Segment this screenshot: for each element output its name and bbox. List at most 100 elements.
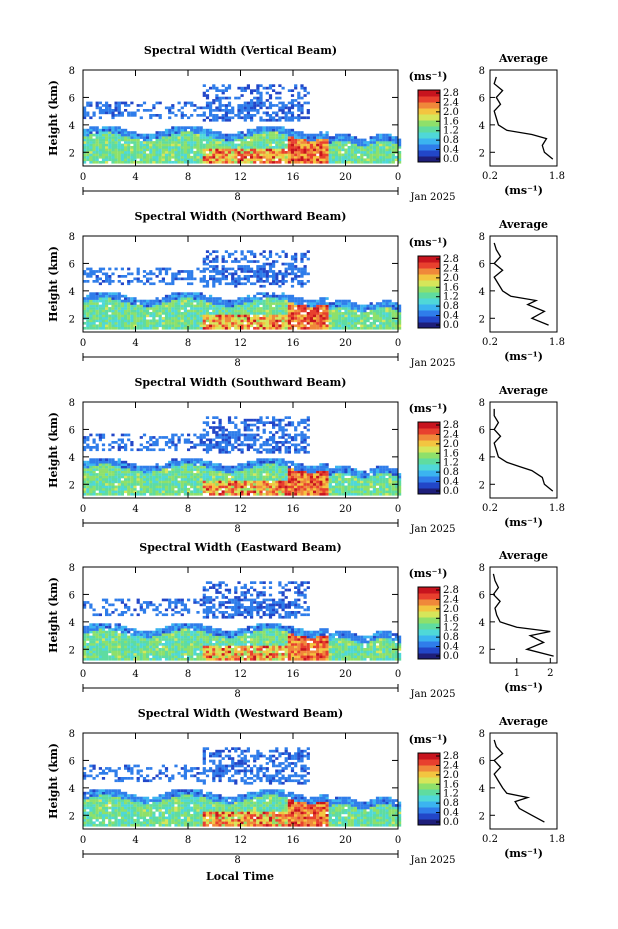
average-x-label: (ms⁻¹) bbox=[504, 847, 543, 860]
colorbar-swatch bbox=[418, 268, 440, 275]
colorbar-swatch bbox=[418, 114, 440, 121]
colorbar-swatch bbox=[418, 777, 440, 784]
y-axis-label: Height (km) bbox=[47, 412, 60, 488]
x-tick-label: 20 bbox=[339, 504, 352, 515]
y-tick-label: 6 bbox=[69, 590, 75, 601]
colorbar-tick-label: 0.0 bbox=[443, 154, 459, 165]
colorbar-frame bbox=[417, 421, 441, 495]
x-tick-label: 8 bbox=[185, 504, 191, 515]
colorbar-tick-label: 2.8 bbox=[443, 254, 459, 265]
x-tick-label: 0 bbox=[395, 669, 401, 680]
avg-x-tick-label: 1.8 bbox=[549, 337, 565, 348]
colorbar-swatch bbox=[418, 647, 440, 654]
colorbar-swatch bbox=[418, 292, 440, 299]
x-tick-label: 8 bbox=[185, 835, 191, 846]
average-profile-line bbox=[493, 739, 545, 823]
colorbar-unit: (ms⁻¹) bbox=[409, 236, 448, 249]
colorbar-tick-label: 2.4 bbox=[443, 594, 459, 605]
colorbar-tick-label: 2.4 bbox=[443, 429, 459, 440]
colorbar-swatch bbox=[418, 783, 440, 790]
colorbar-swatch bbox=[418, 635, 440, 642]
colorbar-swatch bbox=[418, 286, 440, 293]
colorbar-tick-label: 2.4 bbox=[443, 760, 459, 771]
colorbar-swatch bbox=[418, 611, 440, 618]
average-profile-line bbox=[492, 573, 554, 657]
colorbar-swatch bbox=[418, 623, 440, 630]
avg-y-tick-label: 4 bbox=[479, 287, 485, 298]
x-tick-label: 16 bbox=[287, 669, 300, 680]
colorbar-swatch bbox=[418, 274, 440, 281]
colorbar-swatch bbox=[418, 144, 440, 151]
colorbar-swatch bbox=[418, 262, 440, 269]
x-tick-label: 20 bbox=[339, 338, 352, 349]
avg-y-tick-label: 2 bbox=[479, 148, 485, 159]
average-frame bbox=[489, 235, 558, 333]
panel-4: Spectral Width (Eastward Beam) 2 4 6 8 Height… bbox=[47, 541, 558, 700]
average-x-label: (ms⁻¹) bbox=[504, 681, 543, 694]
colorbar-swatch bbox=[418, 256, 440, 263]
avg-y-tick-label: 8 bbox=[479, 66, 485, 77]
colorbar-swatch bbox=[418, 280, 440, 287]
colorbar-tick-label: 0.4 bbox=[443, 808, 459, 819]
colorbar-swatch bbox=[418, 434, 440, 441]
colorbar-swatch bbox=[418, 126, 440, 133]
y-tick-label: 2 bbox=[69, 480, 75, 491]
y-tick-label: 4 bbox=[69, 287, 75, 298]
colorbar-swatch bbox=[418, 452, 440, 459]
y-tick-label: 8 bbox=[69, 232, 75, 243]
avg-x-tick-label: 1.8 bbox=[549, 171, 565, 182]
y-tick-label: 8 bbox=[69, 563, 75, 574]
colorbar-swatch bbox=[418, 120, 440, 127]
y-tick-label: 2 bbox=[69, 148, 75, 159]
colorbar-tick-label: 1.2 bbox=[443, 623, 459, 634]
colorbar-swatch bbox=[418, 629, 440, 636]
avg-y-tick-label: 4 bbox=[479, 453, 485, 464]
colorbar-swatch bbox=[418, 807, 440, 814]
colorbar-tick-label: 1.6 bbox=[443, 282, 459, 293]
avg-x-tick-label: 1.8 bbox=[549, 834, 565, 845]
x-tick-label: 8 bbox=[185, 172, 191, 183]
x-tick-label: 16 bbox=[287, 835, 300, 846]
x-tick-label: 16 bbox=[287, 338, 300, 349]
colorbar-tick-label: 0.0 bbox=[443, 651, 459, 662]
panel-3: Spectral Width (Southward Beam) 2 4 6 8 Heigh… bbox=[47, 376, 565, 535]
colorbar-tick-label: 1.6 bbox=[443, 116, 459, 127]
y-tick-label: 8 bbox=[69, 66, 75, 77]
avg-y-tick-label: 4 bbox=[479, 618, 485, 629]
avg-y-tick-label: 4 bbox=[479, 784, 485, 795]
y-axis-label: Height (km) bbox=[47, 246, 60, 322]
colorbar-swatch bbox=[418, 446, 440, 453]
date-tick-label: 8 bbox=[234, 855, 240, 866]
avg-x-tick-label: 2 bbox=[547, 668, 553, 679]
colorbar-frame bbox=[417, 752, 441, 826]
colorbar-swatch bbox=[418, 458, 440, 465]
colorbar-tick-label: 2.8 bbox=[443, 585, 459, 596]
average-title: Average bbox=[498, 549, 548, 562]
colorbar-tick-label: 0.4 bbox=[443, 145, 459, 156]
avg-y-tick-label: 6 bbox=[479, 425, 485, 436]
x-tick-label: 0 bbox=[80, 338, 86, 349]
x-tick-label: 0 bbox=[80, 669, 86, 680]
colorbar-swatch bbox=[418, 108, 440, 115]
x-tick-label: 12 bbox=[234, 835, 247, 846]
heatmap-cells bbox=[83, 416, 402, 496]
avg-y-tick-label: 2 bbox=[479, 811, 485, 822]
colorbar-swatch bbox=[418, 476, 440, 483]
avg-y-tick-label: 2 bbox=[479, 645, 485, 656]
date-label: Jan 2025 bbox=[409, 524, 455, 535]
average-title: Average bbox=[498, 52, 548, 65]
average-profile-line bbox=[493, 242, 549, 326]
colorbar-swatch bbox=[418, 605, 440, 612]
x-tick-label: 0 bbox=[395, 504, 401, 515]
colorbar-swatch bbox=[418, 759, 440, 766]
colorbar-swatch bbox=[418, 813, 440, 820]
colorbar-tick-label: 0.8 bbox=[443, 798, 459, 809]
x-tick-label: 4 bbox=[132, 172, 138, 183]
colorbar-swatch bbox=[418, 428, 440, 435]
avg-y-tick-label: 8 bbox=[479, 729, 485, 740]
colorbar-frame bbox=[417, 255, 441, 329]
colorbar-unit: (ms⁻¹) bbox=[409, 733, 448, 746]
y-tick-label: 4 bbox=[69, 784, 75, 795]
date-tick-label: 8 bbox=[234, 524, 240, 535]
colorbar-tick-label: 1.6 bbox=[443, 448, 459, 459]
